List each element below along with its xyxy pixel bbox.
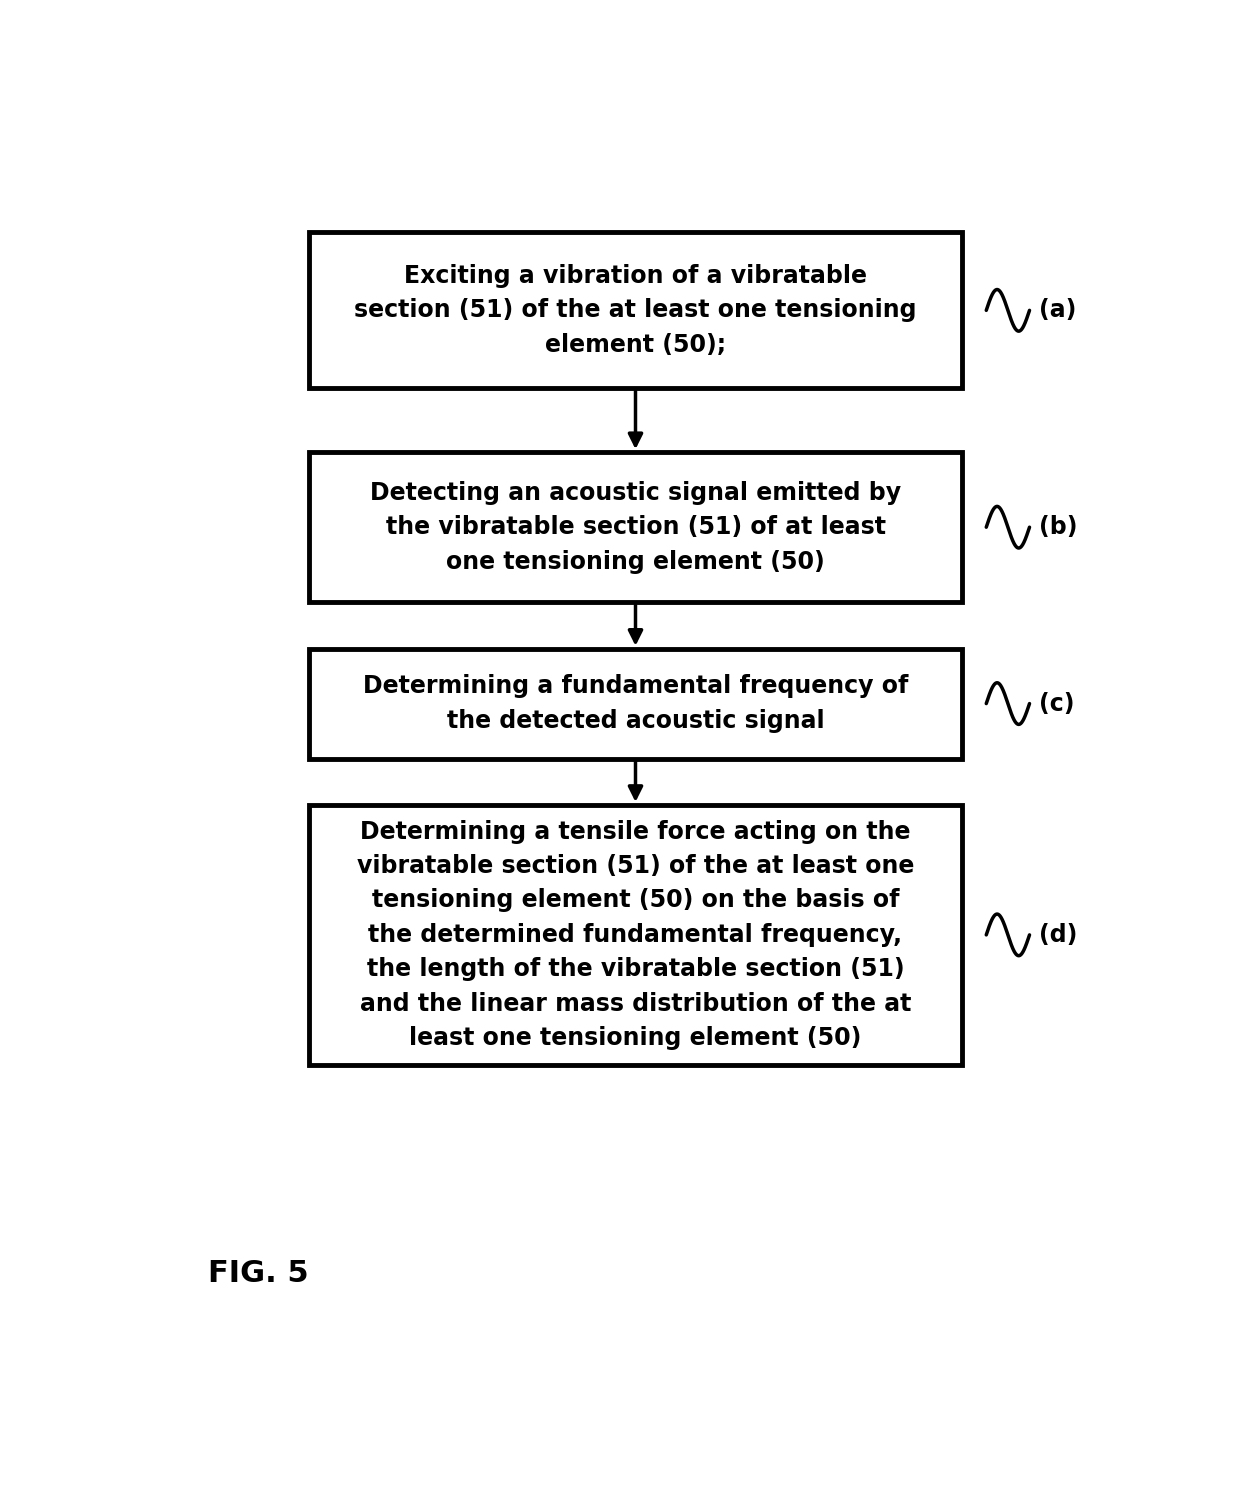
Text: (c): (c) — [1039, 691, 1075, 715]
Text: (a): (a) — [1039, 299, 1076, 323]
FancyBboxPatch shape — [309, 805, 962, 1065]
Text: Exciting a vibration of a vibratable
section (51) of the at least one tensioning: Exciting a vibration of a vibratable sec… — [355, 264, 916, 357]
Text: Detecting an acoustic signal emitted by
the vibratable section (51) of at least
: Detecting an acoustic signal emitted by … — [370, 481, 901, 574]
Text: Determining a tensile force acting on the
vibratable section (51) of the at leas: Determining a tensile force acting on th… — [357, 820, 914, 1050]
Text: (d): (d) — [1039, 922, 1078, 946]
FancyBboxPatch shape — [309, 649, 962, 759]
Text: (b): (b) — [1039, 515, 1078, 539]
FancyBboxPatch shape — [309, 233, 962, 389]
FancyBboxPatch shape — [309, 452, 962, 602]
Text: Determining a fundamental frequency of
the detected acoustic signal: Determining a fundamental frequency of t… — [363, 674, 908, 733]
Text: FIG. 5: FIG. 5 — [208, 1259, 309, 1287]
